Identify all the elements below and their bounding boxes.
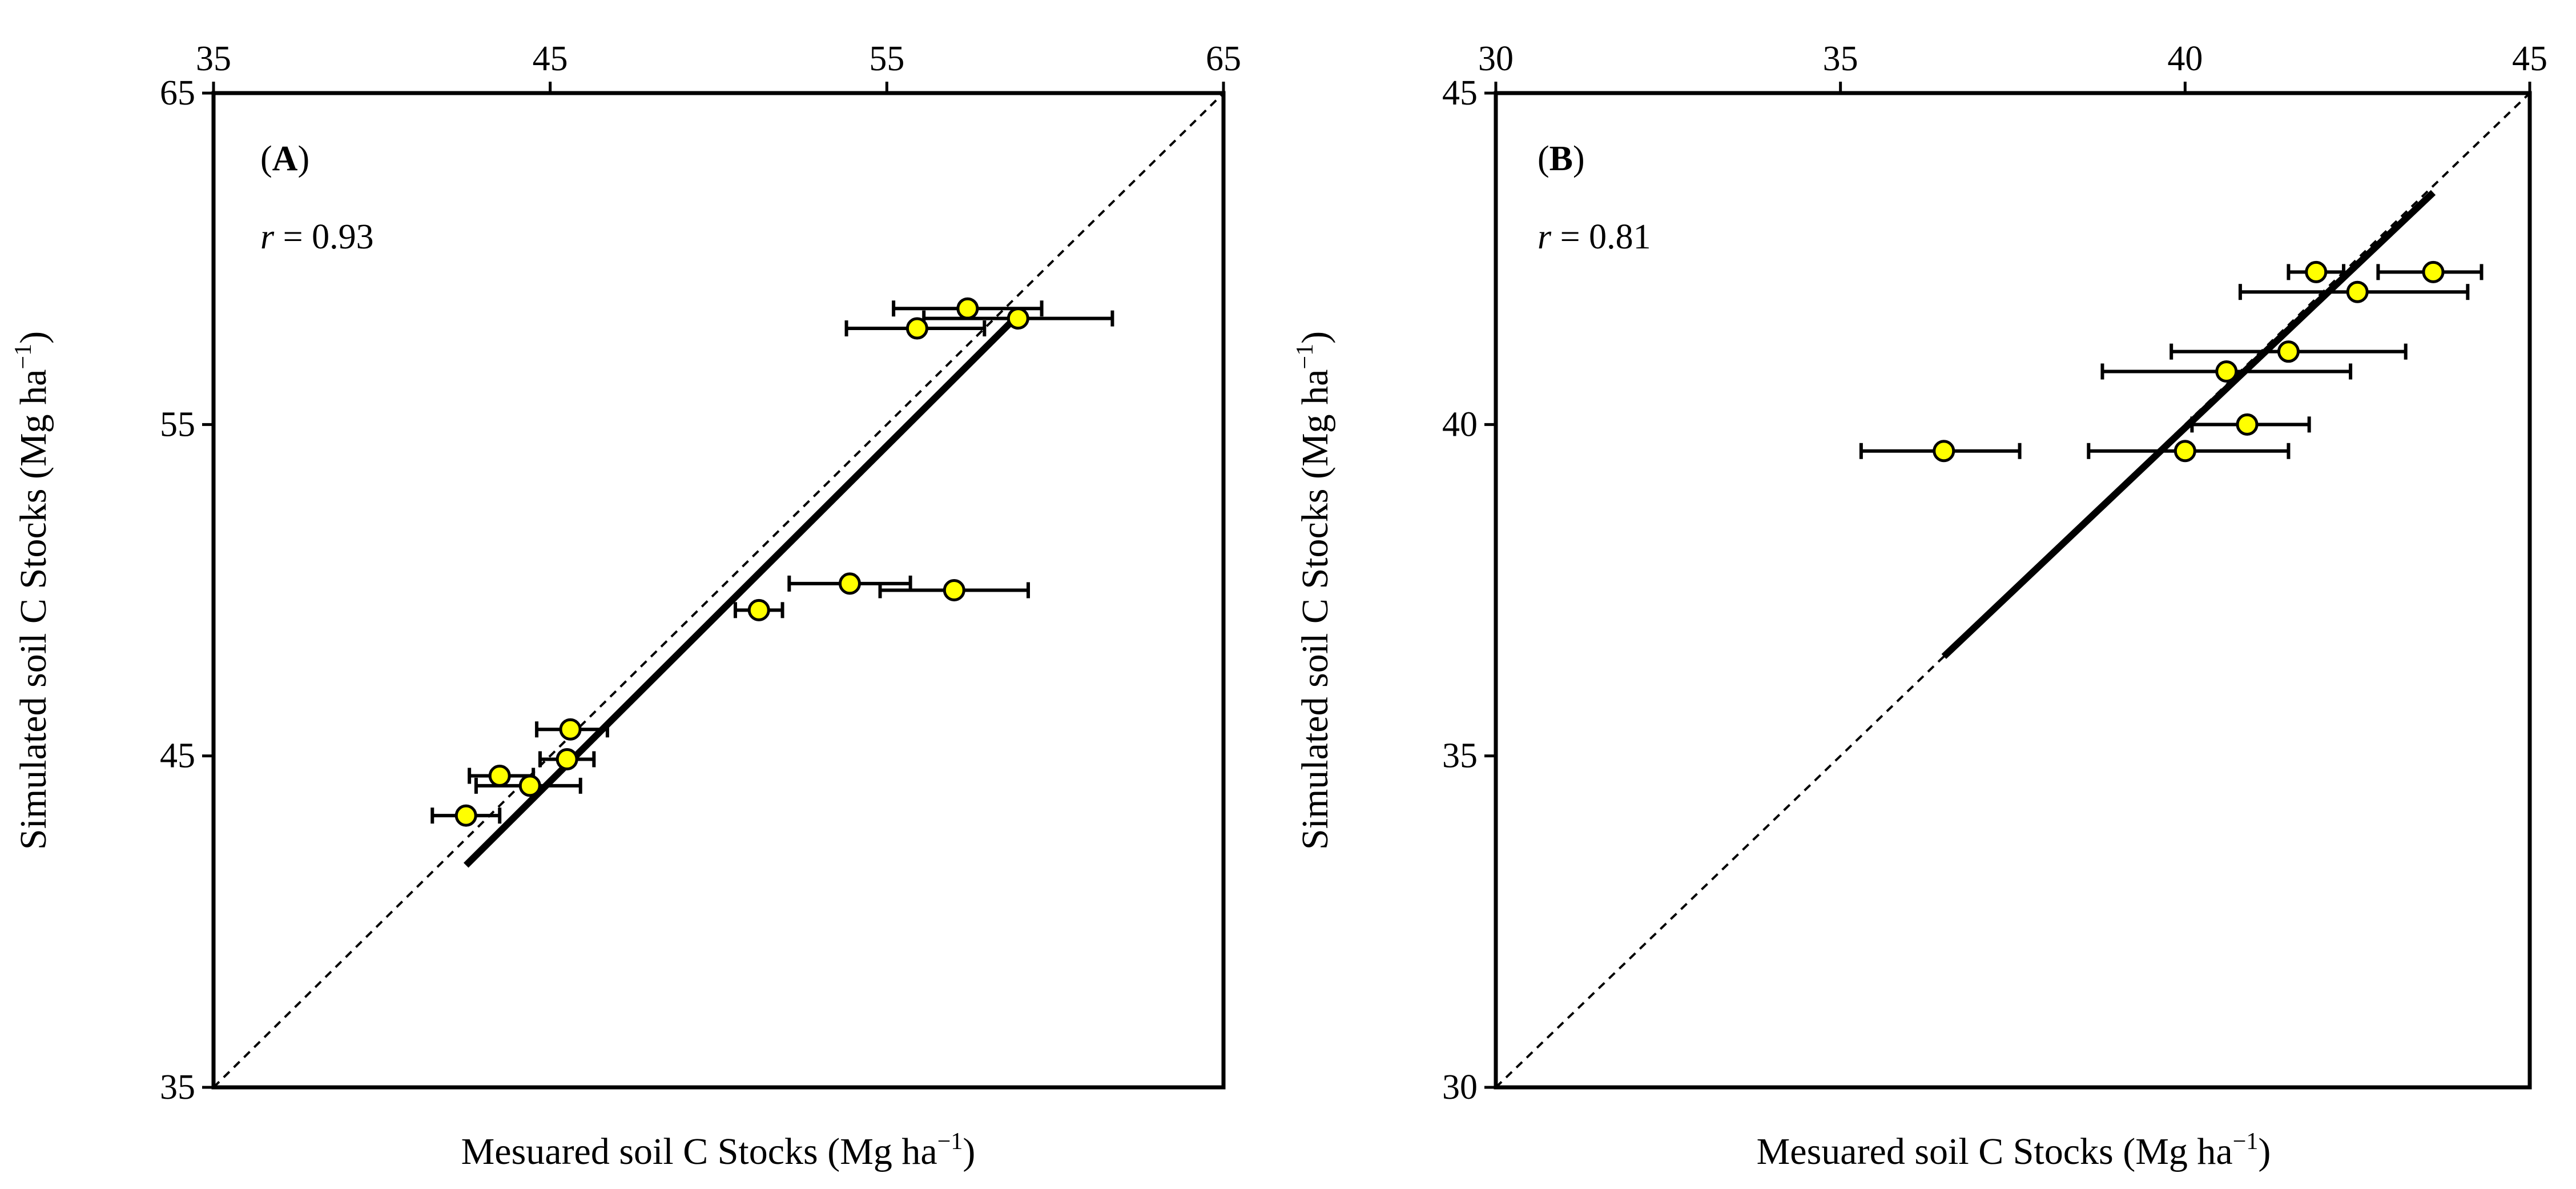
panel-b-x-tick-label: 35	[1823, 39, 1858, 78]
panel-a-data-point	[556, 748, 578, 770]
panel-b-data-point	[1933, 440, 1955, 463]
panel-b-y-tick-label: 45	[1442, 74, 1478, 113]
panel-a-r-value: r = 0.93	[260, 218, 374, 256]
panel-b-y-tick-label: 30	[1442, 1068, 1478, 1107]
panel-b-ticks: 30 30 35 35 40 40 45 45	[1442, 39, 2547, 1107]
panel-a-x-tick-label: 35	[196, 39, 231, 78]
panel-b-y-tick-label: 35	[1442, 737, 1478, 776]
panel-a-frame	[211, 91, 1226, 1090]
panel-a-ticks: 35 35 45 45 55 55 65 65	[160, 39, 1241, 1107]
panel-a-data-point	[905, 317, 928, 340]
panel-a-data-point	[747, 598, 770, 621]
panel-b-x-tick-label: 40	[2167, 39, 2203, 78]
panel-b-data-point	[2215, 360, 2238, 383]
panel-b-y-tick-label: 40	[1442, 405, 1478, 444]
panel-a-x-tick-label: 45	[533, 39, 568, 78]
panel-a-one-to-one-line	[212, 92, 1225, 1088]
panel-b-y-axis-label: Simulated soil C Stocks (Mg ha−1)	[1292, 331, 1336, 850]
panel-a-y-tick-label: 45	[160, 737, 195, 776]
panel-a-fit-line	[464, 316, 1017, 868]
panel-a-data-point	[488, 764, 511, 787]
panel-a-y-tick-label: 65	[160, 74, 195, 113]
panel-b-x-axis-label: Mesuared soil C Stocks (Mg ha−1)	[1757, 1128, 2271, 1172]
panel-a-y-tick-label: 35	[160, 1068, 195, 1107]
panel-b-data-point	[2305, 260, 2328, 283]
panel-a-data-point	[838, 572, 861, 595]
panel-b-label: (B)	[1537, 139, 1585, 178]
panel-a-x-tick-label: 55	[869, 39, 904, 78]
panel-b-x-tick-label: 45	[2512, 39, 2547, 78]
panel-b-data-point	[2174, 440, 2196, 463]
panel-b-x-tick-label: 30	[1478, 39, 1514, 78]
panel-a-x-axis-label: Mesuared soil C Stocks (Mg ha−1)	[461, 1128, 976, 1172]
panel-b-data-point	[2277, 340, 2300, 363]
panel-b-r-value: r = 0.81	[1537, 218, 1651, 256]
panel-b-points	[1859, 260, 2484, 463]
panel-b-lines	[1495, 92, 2531, 1088]
panel-a-data-point	[518, 774, 541, 797]
panel-b-frame	[1494, 91, 2532, 1090]
panel-b-fit-line	[1941, 190, 2436, 659]
panel-a-data-point	[559, 718, 582, 741]
panel-a-label: (A)	[260, 139, 309, 178]
panel-b: 30 30 35 35 40 40 45 45 (B) r = 0.81 Mesuared s…	[1292, 39, 2547, 1172]
panel-a-lines	[212, 92, 1225, 1088]
panel-a-data-point	[454, 804, 477, 827]
panel-a-data-point	[943, 579, 965, 601]
panel-b-data-point	[2422, 260, 2445, 283]
panel-a-data-point	[956, 297, 979, 320]
panel-a: 35 35 45 45 55 55 65 65 (A) r = 0.93 Mesuared s…	[10, 39, 1241, 1172]
panel-b-data-point	[2346, 280, 2369, 303]
panel-a-points	[430, 297, 1114, 827]
panel-a-x-tick-label: 65	[1206, 39, 1241, 78]
panel-a-y-axis-label: Simulated soil C Stocks (Mg ha−1)	[10, 331, 54, 850]
panel-a-y-tick-label: 55	[160, 405, 195, 444]
panel-a-data-point	[1007, 307, 1029, 330]
panel-b-data-point	[2236, 413, 2259, 436]
